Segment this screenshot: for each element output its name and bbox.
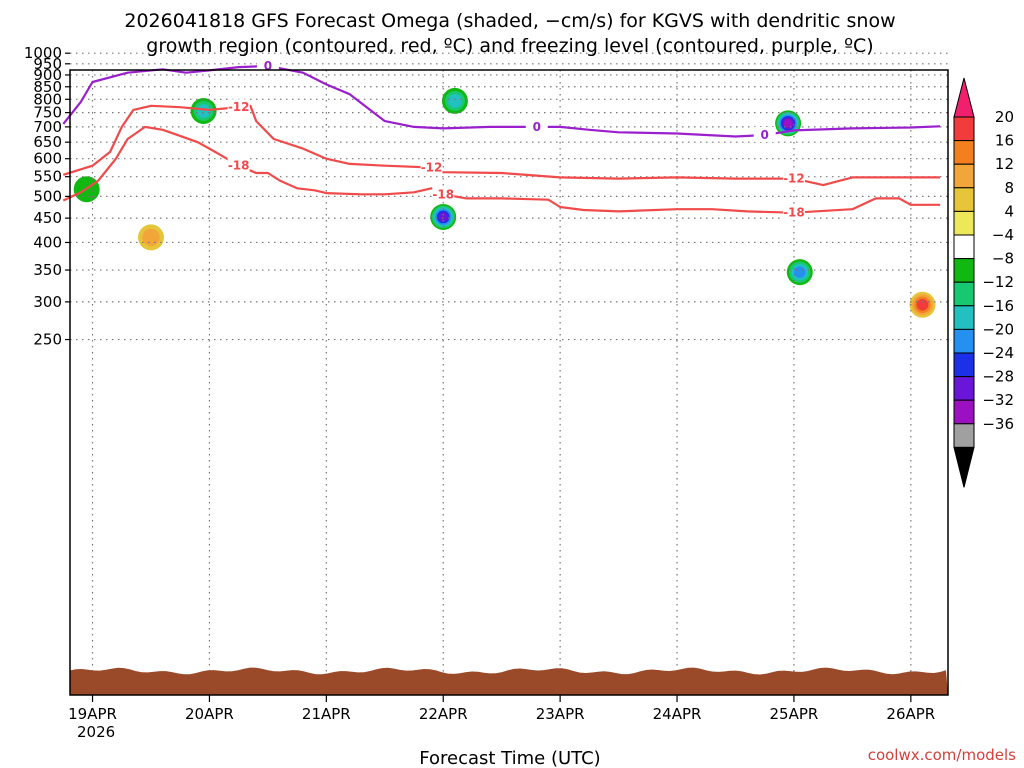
x-axis-label: Forecast Time (UTC) [419, 748, 600, 768]
colorbar-label-9: −20 [982, 320, 1014, 338]
colorbar-label-1: 16 [995, 132, 1014, 150]
y-tick-label-11: 800 [33, 90, 62, 108]
contour-label-0-1: -18 [432, 187, 454, 201]
colorbar-label-10: −24 [982, 344, 1014, 362]
colorbar-box-12 [953, 376, 975, 401]
contour-label-1-0: -12 [228, 100, 250, 114]
y-tick-label-0: 250 [33, 331, 62, 349]
y-tick-label-7: 600 [33, 150, 62, 168]
contour-label-bg-2-1 [525, 118, 548, 134]
omega-feature-6-level-3 [793, 266, 806, 278]
contour-label-0-0: -18 [228, 159, 250, 173]
y-tick-label-14: 950 [33, 55, 62, 73]
colorbar-box-1 [953, 116, 975, 142]
colorbar-box-2 [953, 140, 975, 165]
contour-label-bg-1-2 [782, 170, 805, 186]
colorbar-label-13: −36 [982, 415, 1014, 433]
colorbar-label-11: −28 [982, 368, 1014, 386]
x-tick-label-0: 19APR [68, 705, 117, 723]
gridlines [70, 52, 948, 695]
contour-label-0-2: -18 [783, 206, 805, 220]
colorbar-label-0: 20 [995, 108, 1014, 126]
colorbar-box-14 [953, 423, 975, 448]
omega-feature-3-level-5 [438, 212, 448, 222]
y-tick-label-1: 300 [33, 293, 62, 311]
colorbar-label-7: −12 [982, 273, 1014, 291]
colorbar-label-5: −4 [992, 226, 1014, 244]
contour-label-bg-1-1 [420, 159, 443, 175]
credit-text: coolwx.com/models [868, 746, 1016, 764]
contour-label-1-1: -12 [421, 161, 443, 175]
colorbar-box-8 [953, 281, 975, 307]
contour-label-bg-0-2 [782, 204, 805, 220]
colorbar-box-13 [953, 399, 975, 425]
colorbar-bottom-arrow [953, 446, 975, 488]
x-axis-ticks: 19APR 20APR 21APR 22APR 23APR 24APR 25APR 26APR [68, 695, 935, 723]
y-tick-label-8: 650 [33, 133, 62, 151]
y-tick-label-10: 750 [33, 104, 62, 122]
x-tick-label-1: 20APR [185, 705, 234, 723]
plot-background [70, 70, 948, 695]
colorbar-label-6: −8 [992, 250, 1014, 268]
colorbar-label-3: 8 [1004, 179, 1014, 197]
ground-surface [70, 667, 948, 695]
colorbar: 20 16 12 8 4 −4 −8 −12 −16 −20 −24 −28 −32 −36 [953, 77, 1014, 488]
x-tick-label-7: 26APR [886, 705, 935, 723]
y-tick-label-4: 450 [33, 209, 62, 227]
colorbar-box-3 [953, 163, 975, 189]
colorbar-box-9 [953, 305, 975, 330]
colorbar-top-arrow [953, 77, 975, 118]
y-tick-label-13: 900 [33, 66, 62, 84]
chart-title-line2: growth region (contoured, red, ºC) and f… [146, 35, 873, 57]
contour-label-1-2: -12 [783, 172, 805, 186]
y-tick-label-15: 1000 [24, 44, 62, 62]
y-tick-label-9: 700 [33, 118, 62, 136]
x-tick-label-5: 24APR [653, 705, 702, 723]
x-year-label: 2026 [77, 723, 115, 741]
y-tick-label-6: 550 [33, 168, 62, 186]
contour-label-2-0: 0 [264, 59, 272, 73]
omega-feature-7-level-3 [916, 298, 929, 311]
y-tick-label-12: 850 [33, 78, 62, 96]
x-tick-label-6: 25APR [770, 705, 819, 723]
y-tick-label-2: 350 [33, 261, 62, 279]
colorbar-box-5 [953, 210, 975, 236]
omega-feature-1-level-1 [142, 228, 160, 247]
plot-border [69, 69, 949, 696]
contour-label-2-1: 0 [533, 120, 541, 134]
colorbar-box-11 [953, 352, 975, 378]
colorbar-label-8: −16 [982, 297, 1014, 315]
x-tick-label-4: 23APR [536, 705, 585, 723]
omega-shading [73, 87, 936, 318]
omega-feature-2-level-2 [196, 104, 211, 118]
plot-frame [69, 69, 949, 696]
y-axis-ticks: 2503003504004505005506006507007508008509… [24, 44, 70, 349]
temperature-contours: -18 -18 -18 -12 -12 -12 0 0 0 [62, 57, 941, 220]
x-tick-label-3: 22APR [419, 705, 468, 723]
y-tick-label-5: 500 [33, 187, 62, 205]
contour-label-bg-0-1 [432, 186, 455, 202]
colorbar-label-2: 12 [995, 155, 1014, 173]
colorbar-box-10 [953, 328, 975, 354]
colorbar-box-6 [953, 234, 975, 260]
contour-label-2-2: 0 [761, 128, 769, 142]
contour-label-bg-1-0 [227, 99, 250, 115]
plot-area [70, 70, 948, 695]
chart-title-line1: 2026041818 GFS Forecast Omega (shaded, −… [124, 10, 895, 32]
contour-line-1 [62, 104, 941, 187]
contour-line-0 [62, 125, 941, 214]
contour-label-bg-0-0 [227, 157, 250, 173]
x-tick-label-2: 21APR [302, 705, 351, 723]
contour-label-bg-2-0 [256, 57, 279, 73]
contour-label-bg-2-2 [753, 126, 776, 142]
colorbar-box-4 [953, 187, 975, 212]
colorbar-label-4: 4 [1004, 202, 1014, 220]
colorbar-box-7 [953, 258, 975, 283]
colorbar-label-12: −32 [982, 391, 1014, 409]
omega-feature-5-level-6 [783, 119, 793, 128]
omega-feature-4-level-2 [448, 94, 462, 108]
ground-fill [70, 667, 948, 695]
y-tick-label-3: 400 [33, 233, 62, 251]
